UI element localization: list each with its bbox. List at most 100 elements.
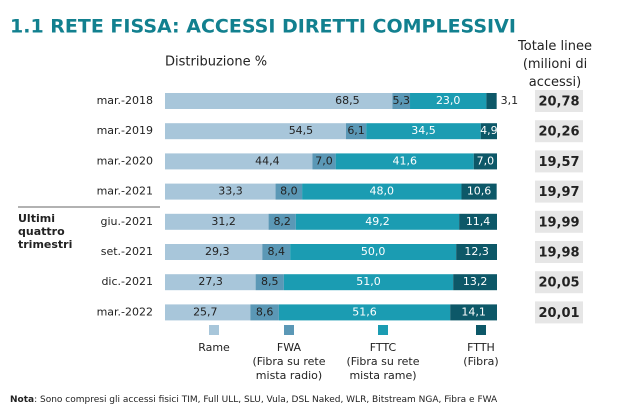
bar-segment [486,93,497,109]
value-label: 49,2 [365,215,390,228]
y-tick-label: mar.-2020 [97,154,153,167]
bar-segment [335,153,474,170]
y-tick-label: dic.-2021 [101,275,153,288]
total-label: 19,97 [538,185,579,200]
note-label: Nota: Sono compresi gli accessi fisici T… [10,395,498,405]
value-label: 29,3 [205,245,230,258]
y-tick-label: mar.-2019 [97,124,153,137]
bar-segment [392,93,411,109]
bar-segment [312,153,336,170]
value-label: 54,5 [289,124,314,137]
note-label-text: Nota [10,395,34,405]
y-tick-label: mar.-2021 [97,185,153,198]
total-box [535,301,583,324]
total-box [535,150,583,173]
bar-segment [275,183,303,200]
total-label: 19,57 [538,155,579,170]
bar-segment [450,304,497,321]
value-label: 8,0 [280,185,298,198]
bar-segment [461,183,497,200]
bar-segment [165,123,346,140]
value-label: 13,2 [463,275,488,288]
legend-swatch [284,325,294,335]
chart-title: 1.1 RETE FISSA: ACCESSI DIRETTI COMPLESS… [10,16,516,38]
total-label: 19,98 [538,246,579,261]
bar-segment [250,304,279,321]
total-box [535,180,583,203]
total-box [535,210,583,233]
legend-swatch [476,325,486,335]
value-label: 68,5 [335,94,360,107]
value-label: 6,1 [347,124,365,137]
value-label: 25,7 [193,305,218,318]
value-label: 41,6 [392,154,417,167]
bar-segment [366,123,481,140]
total-box [535,241,583,263]
value-label: 12,3 [464,245,489,258]
bar-segment [165,304,251,321]
bar-segment [290,244,457,260]
value-label: 48,0 [370,185,395,198]
subtitle: Distribuzione % [165,55,267,70]
bar-segment [302,183,462,200]
value-label: 44,4 [255,154,280,167]
bar-segment [453,274,497,291]
legend-label: Rame [198,341,230,354]
group-label: Ultimi quattro trimestri [18,212,73,251]
value-label: 27,3 [198,275,223,288]
value-label: 8,4 [267,245,285,258]
bar-segment [480,123,497,140]
value-label: 11,4 [466,215,491,228]
bar-segment [165,93,393,109]
value-label: 51,0 [356,275,381,288]
legend-label: FTTH (Fibra) [463,341,499,368]
total-label: 20,01 [538,306,579,321]
y-tick-label: mar.-2018 [97,94,153,107]
value-label: 31,2 [211,215,236,228]
value-label: 10,6 [467,185,492,198]
value-label: 3,1 [501,94,518,107]
value-label: 7,0 [315,154,333,167]
bar-segment [473,153,497,170]
note-text: : Sono compresi gli accessi fisici TIM, … [34,395,498,405]
value-label: 23,0 [436,94,461,107]
bar-segment [255,274,284,291]
y-tick-label: mar.-2022 [97,305,153,318]
legend-swatch [209,325,219,335]
bar-segment [165,153,313,170]
bar-segment [262,244,291,260]
total-label: 19,99 [538,215,579,230]
total-box [535,271,583,294]
legend-label: FTTC (Fibra su rete mista rame) [346,341,420,382]
bar-segment [410,93,487,109]
bar-segment [165,213,269,230]
value-label: 4,9 [480,124,498,137]
y-tick-label: giu.-2021 [101,215,153,228]
value-label: 8,5 [261,275,279,288]
value-label: 50,0 [361,245,386,258]
bar-segment [165,183,276,200]
bar-segment [165,274,256,291]
total-box [535,120,583,143]
total-label: 20,26 [538,125,579,140]
bar-segment [283,274,454,291]
bar-segment [345,123,367,140]
total-label: 20,78 [538,95,579,110]
value-label: 14,1 [461,305,486,318]
bar-segment [459,213,497,230]
value-label: 7,0 [477,154,495,167]
total-box [535,90,583,112]
legend-swatch [378,325,388,335]
bar-segment [268,213,296,230]
value-label: 8,6 [256,305,274,318]
totals-title: Totale linee (milioni di accessi) [518,39,592,90]
value-label: 33,3 [218,185,243,198]
bar-segment [456,244,497,260]
y-tick-label: set.-2021 [101,245,153,258]
legend-label: FWA (Fibra su rete mista radio) [252,341,326,382]
bar-segment [295,213,460,230]
value-label: 8,2 [273,215,291,228]
value-label: 5,3 [392,94,410,107]
